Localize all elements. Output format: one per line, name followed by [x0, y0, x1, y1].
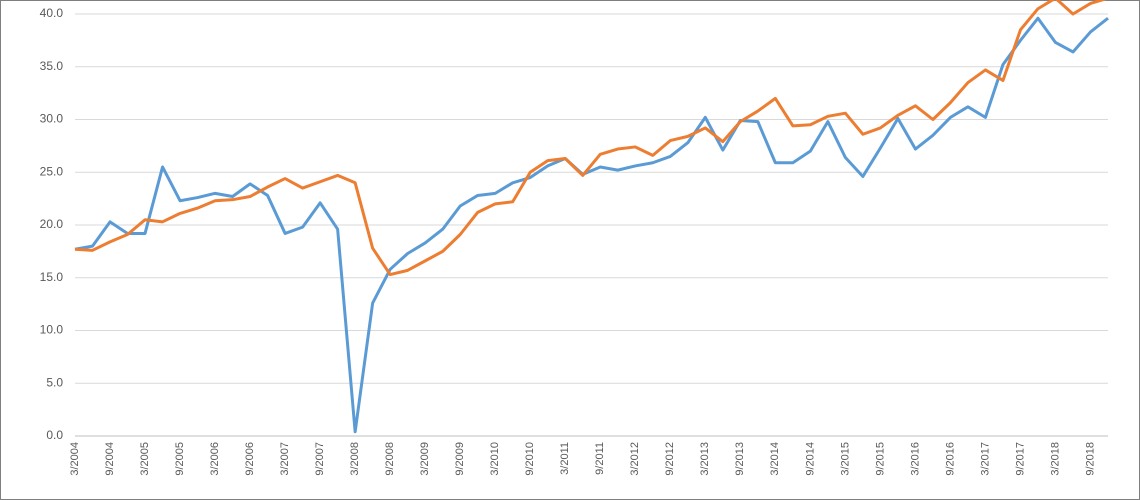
y-tick-label: 25.0	[40, 164, 64, 178]
y-tick-label: 20.0	[40, 217, 64, 231]
x-tick-label: 3/2011	[559, 442, 571, 475]
x-tick-label: 3/2015	[839, 442, 851, 476]
x-tick-label: 3/2010	[489, 442, 501, 476]
y-tick-label: 0.0	[46, 428, 63, 442]
x-tick-label: 3/2018	[1049, 442, 1061, 476]
x-tick-label: 9/2010	[524, 442, 536, 476]
x-tick-label: 9/2014	[804, 442, 816, 476]
x-tick-label: 9/2016	[944, 442, 956, 476]
x-tick-label: 3/2016	[909, 442, 921, 476]
x-tick-label: 9/2012	[664, 442, 676, 476]
y-tick-label: 40.0	[40, 6, 64, 20]
x-tick-label: 3/2008	[349, 442, 361, 476]
x-tick-label: 3/2009	[419, 442, 431, 476]
x-tick-label: 9/2008	[384, 442, 396, 476]
x-tick-label: 9/2007	[314, 442, 326, 476]
y-tick-label: 10.0	[40, 323, 64, 337]
y-tick-label: 5.0	[46, 375, 63, 389]
x-tick-label: 9/2011	[594, 442, 606, 475]
x-tick-label: 9/2009	[454, 442, 466, 476]
x-tick-label: 3/2005	[139, 442, 151, 476]
x-tick-label: 3/2004	[69, 442, 81, 476]
y-tick-label: 15.0	[40, 270, 64, 284]
series-line	[74, 0, 1108, 277]
series-line	[74, 16, 1109, 434]
x-tick-label: 3/2006	[209, 442, 221, 476]
y-tick-label: 30.0	[40, 112, 64, 126]
x-tick-label: 9/2017	[1014, 442, 1026, 476]
y-tick-label: 35.0	[40, 59, 64, 73]
x-tick-label: 9/2013	[734, 442, 746, 476]
x-tick-label: 9/2006	[244, 442, 256, 476]
x-tick-label: 3/2017	[979, 442, 991, 476]
x-tick-label: 3/2013	[699, 442, 711, 476]
x-tick-label: 3/2014	[769, 442, 781, 476]
x-tick-label: 9/2004	[104, 442, 116, 476]
x-tick-label: 9/2005	[174, 442, 186, 476]
x-tick-label: 3/2007	[279, 442, 291, 476]
x-tick-label: 3/2012	[629, 442, 641, 476]
x-tick-label: 9/2015	[874, 442, 886, 476]
x-tick-label: 9/2018	[1084, 442, 1096, 476]
